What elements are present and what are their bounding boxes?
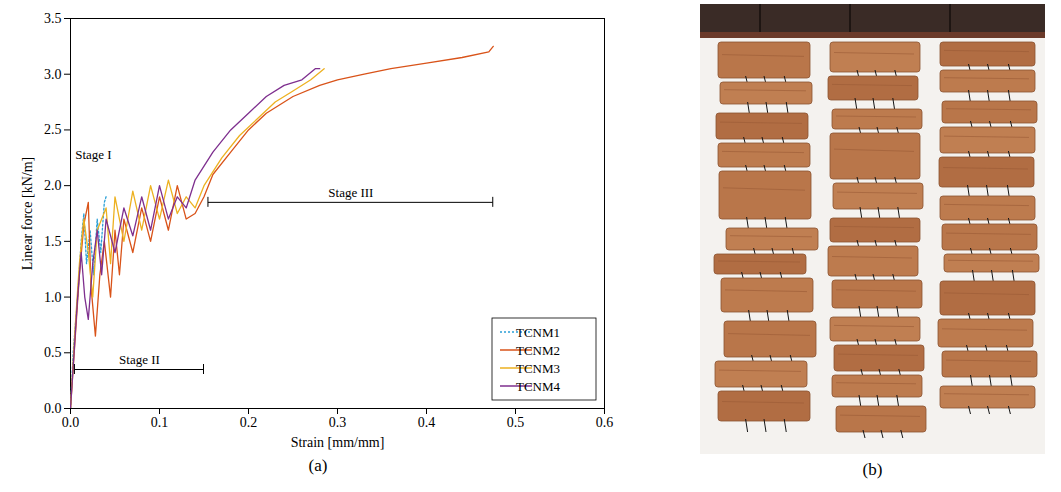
html-text:(b): (b)	[862, 460, 883, 479]
svg-text:0.0: 0.0	[44, 401, 62, 416]
svg-text:1.0: 1.0	[44, 290, 62, 305]
svg-text:Stage II: Stage II	[119, 352, 160, 367]
svg-text:Stage III: Stage III	[328, 185, 373, 200]
svg-text:0.1: 0.1	[151, 415, 169, 430]
svg-text:TCNM1: TCNM1	[516, 325, 560, 340]
svg-text:TCNM3: TCNM3	[516, 361, 560, 376]
svg-text:3.5: 3.5	[44, 11, 62, 26]
svg-text:2.5: 2.5	[44, 122, 62, 137]
svg-text:0.2: 0.2	[240, 415, 258, 430]
svg-text:Linear force [kN/m]: Linear force [kN/m]	[20, 157, 35, 271]
svg-text:0.5: 0.5	[44, 345, 62, 360]
svg-text:3.0: 3.0	[44, 67, 62, 82]
svg-text:0.3: 0.3	[329, 415, 347, 430]
svg-text:Stage I: Stage I	[75, 147, 111, 162]
svg-text:Strain [mm/mm]: Strain [mm/mm]	[291, 435, 385, 450]
svg-text:2.0: 2.0	[44, 178, 62, 193]
svg-text:0.0: 0.0	[62, 415, 80, 430]
svg-text:TCNM2: TCNM2	[516, 343, 560, 358]
html-text:(a): (a)	[308, 456, 328, 475]
svg-text:0.4: 0.4	[418, 415, 436, 430]
svg-text:0.6: 0.6	[596, 415, 614, 430]
svg-text:1.5: 1.5	[44, 234, 62, 249]
svg-text:TCNM4: TCNM4	[516, 379, 561, 394]
svg-text:0.5: 0.5	[507, 415, 525, 430]
